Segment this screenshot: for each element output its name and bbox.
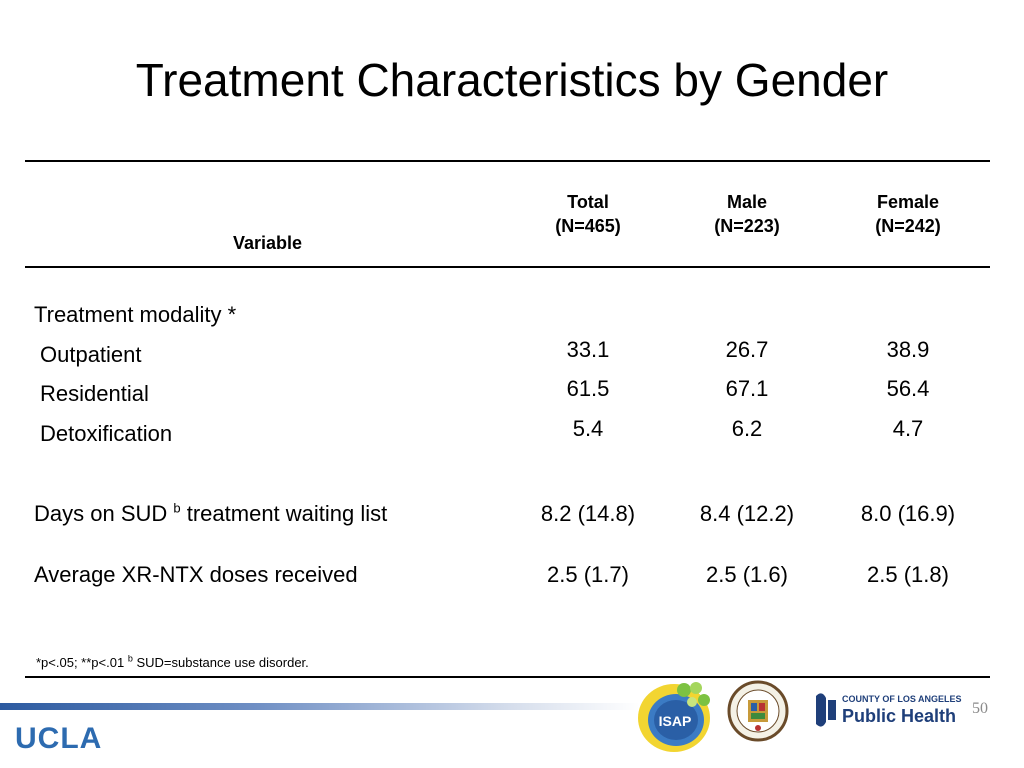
footnote-pre: *p<.05; **p<.01 <box>36 655 128 670</box>
cell-residential-male: 67.1 <box>725 376 769 401</box>
cell-doses-total: 2.5 (1.7) <box>547 562 629 587</box>
row-label-doses: Average XR-NTX doses received <box>34 562 358 587</box>
header-total-n: (N=465) <box>555 216 621 236</box>
table-footnote: *p<.05; **p<.01 b SUD=substance use diso… <box>36 653 309 671</box>
row-label-detoxification: Detoxification <box>40 421 173 446</box>
cell-waiting-female: 8.0 (16.9) <box>860 501 956 526</box>
cell-waiting-total: 8.2 (14.8) <box>540 501 636 526</box>
isap-logo-text: ISAP <box>659 713 692 729</box>
cell-detox-female: 4.7 <box>892 416 924 441</box>
cell-doses-male: 2.5 (1.6) <box>706 562 788 587</box>
header-female: Female (N=242) <box>828 190 988 238</box>
table-header-rule <box>25 266 990 268</box>
row-label-outpatient: Outpatient <box>40 342 142 367</box>
row-label-waiting-list: Days on SUD b treatment waiting list <box>34 501 387 527</box>
cell-doses-female: 2.5 (1.8) <box>867 562 949 587</box>
modality-label: Treatment modality * <box>34 302 237 327</box>
footer-gradient-bar <box>0 703 640 710</box>
table-top-rule <box>25 160 990 162</box>
public-health-logo-county: COUNTY OF LOS ANGELES <box>842 694 962 704</box>
header-male-name: Male <box>726 192 768 212</box>
header-variable: Variable <box>232 233 303 253</box>
header-female-name: Female <box>876 192 940 212</box>
header-total-name: Total <box>567 192 609 212</box>
header-female-n: (N=242) <box>875 216 941 236</box>
cell-residential-female: 56.4 <box>886 376 930 401</box>
waiting-label-superscript: b <box>173 500 181 516</box>
slide-title: Treatment Characteristics by Gender <box>135 54 889 106</box>
header-male-n: (N=223) <box>714 216 780 236</box>
footnote-post: SUD=substance use disorder. <box>132 655 309 670</box>
waiting-label-post: treatment waiting list <box>180 501 388 526</box>
waiting-label-pre: Days on SUD <box>34 501 174 526</box>
header-total: Total (N=465) <box>508 190 668 238</box>
cell-outpatient-total: 33.1 <box>566 337 610 362</box>
public-health-logo-text: Public Health <box>842 706 956 726</box>
isap-logo: ISAP <box>634 676 718 756</box>
cell-detox-male: 6.2 <box>731 416 763 441</box>
cell-outpatient-female: 38.9 <box>886 337 930 362</box>
cell-waiting-male: 8.4 (12.2) <box>699 501 795 526</box>
ucla-logo: UCLA <box>15 722 103 755</box>
page-number: 50 <box>972 700 988 717</box>
cell-outpatient-male: 26.7 <box>725 337 769 362</box>
public-health-logo: COUNTY OF LOS ANGELES Public Health <box>812 686 962 734</box>
row-label-residential: Residential <box>40 381 149 406</box>
cell-detox-total: 5.4 <box>572 416 604 441</box>
header-male: Male (N=223) <box>667 190 827 238</box>
cell-residential-total: 61.5 <box>566 376 610 401</box>
county-seal-logo <box>727 680 789 742</box>
table-bottom-rule <box>25 676 990 678</box>
footnote-superscript: b <box>127 653 133 664</box>
